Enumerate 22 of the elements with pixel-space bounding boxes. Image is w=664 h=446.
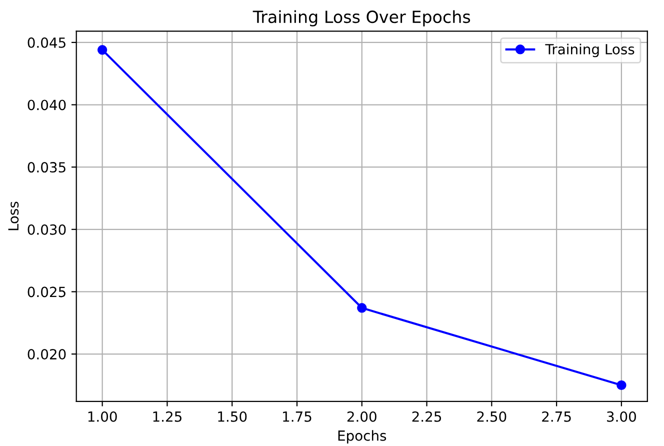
x-tick-label: 2.50: [477, 411, 506, 422]
y-axis-title: Loss: [8, 202, 19, 230]
x-tick-label: 2.75: [542, 411, 571, 422]
x-tick-label: 1.00: [88, 411, 117, 422]
x-tick-label: 3.00: [607, 411, 636, 422]
y-tick-label: 0.030: [28, 224, 66, 235]
chart-title: Training Loss Over Epochs: [252, 10, 470, 26]
point: [357, 303, 367, 313]
x-tick-label: 1.25: [153, 411, 182, 422]
y-tick-label: 0.025: [28, 286, 66, 298]
x-axis-title: Epochs: [338, 430, 386, 444]
point: [97, 45, 108, 55]
y-tick-label: 0.045: [28, 37, 66, 48]
x-tick-label: 2.00: [347, 411, 376, 422]
y-tick-label: 0.040: [28, 100, 66, 110]
x-tick-label: 2.25: [412, 411, 442, 422]
legend-label: Training Loss: [545, 44, 634, 58]
x-tick-label: 1.50: [218, 411, 247, 422]
x-tick-label: 1.75: [283, 412, 312, 422]
y-tick-label: 0.035: [28, 162, 66, 173]
point: [616, 380, 626, 390]
y-tick-label: 0.020: [28, 349, 66, 360]
